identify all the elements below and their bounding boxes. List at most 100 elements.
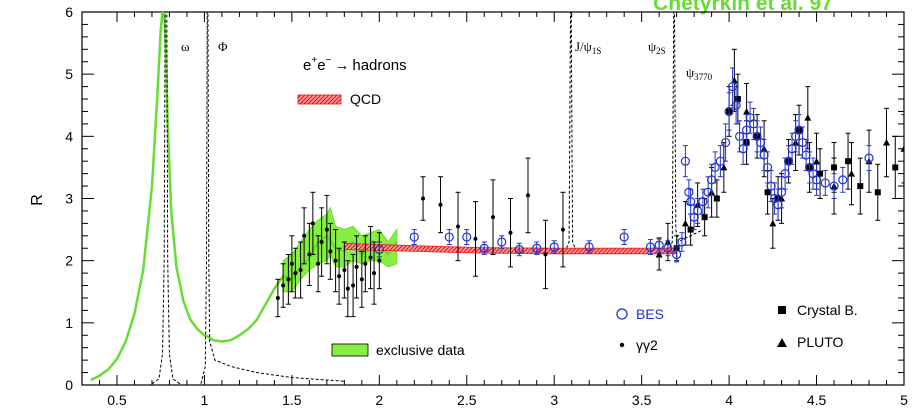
label-jpsi-sub: 1S (592, 46, 602, 56)
bes-point (584, 242, 594, 252)
bes-point (734, 131, 745, 141)
crystal-ball-point (857, 183, 864, 190)
pluto-point (883, 139, 891, 146)
bes-point (686, 197, 696, 207)
legend-pluto-label: PLUTO (797, 334, 844, 350)
bes-point (645, 242, 656, 252)
x-tick-label-5: 3 (550, 392, 558, 408)
label-psi2s: ψ2S (648, 39, 666, 56)
bes-point (801, 150, 811, 160)
label-psi3770-main: ψ (686, 65, 694, 80)
resonance-curve-3 (669, 12, 704, 249)
bes-point (783, 156, 794, 166)
resonance-curve-0 (151, 12, 181, 385)
y-tick-label-6: 6 (65, 4, 73, 20)
gg2-point (491, 215, 495, 220)
resonance-curve-2 (566, 12, 576, 249)
bes-point (773, 200, 783, 210)
gg2-point (293, 271, 298, 276)
gg2-point (289, 261, 294, 266)
gg2-point (525, 193, 530, 198)
bes-point (748, 119, 759, 129)
pluto-point (681, 219, 689, 227)
axes: 0.5 1 1.5 2 2.5 3 3.5 4 4.5 5 0 1 2 3 4 5 6 (65, 4, 908, 408)
y-tick-label-4: 4 (65, 128, 73, 144)
gg2-point (363, 261, 368, 266)
x-tick-label-8: 4.5 (807, 392, 827, 408)
bes-point (444, 232, 454, 242)
x-tick-label-7: 4 (725, 392, 733, 408)
x-tick-label-6: 3.5 (632, 392, 652, 408)
y-tick-label-3: 3 (65, 191, 73, 207)
pluto-point (769, 219, 777, 227)
bes-point (811, 175, 822, 185)
label-jpsi: J/ψ1S (575, 39, 601, 56)
bes-point (721, 137, 731, 148)
bes-point (703, 187, 713, 197)
bes-point (797, 137, 808, 148)
bes-point (654, 240, 664, 250)
label-jpsi-main: J/ψ (575, 39, 592, 54)
bes-point (479, 243, 489, 253)
gg2-point (359, 277, 364, 282)
bes-point (829, 181, 839, 191)
bes-point (759, 150, 769, 160)
gg2-point (302, 233, 307, 238)
bes-point (698, 197, 708, 207)
label-psi3770-sub: 3770 (694, 72, 713, 82)
bes-point (549, 242, 559, 252)
gg2-point (281, 283, 286, 288)
crystal-ball-point (764, 189, 771, 196)
legend-qcd-label: QCD (350, 91, 381, 107)
pluto-point (900, 145, 904, 152)
legend-gg2-marker (619, 342, 625, 348)
gg2-point (275, 295, 280, 300)
crystal-ball-point (734, 96, 741, 103)
gg2-point (342, 267, 347, 272)
crystal-ball-point (845, 158, 852, 165)
gg2-point (298, 267, 303, 272)
gg2-point (456, 224, 461, 229)
x-tick-label-3: 2 (375, 392, 383, 408)
bes-point (693, 206, 703, 216)
bes-point (409, 232, 419, 242)
label-phi: Φ (218, 39, 228, 54)
x-tick-label-2: 1.5 (282, 392, 302, 408)
bes-point (707, 175, 717, 185)
process-e2: e (317, 57, 325, 74)
gg2-point (351, 283, 356, 288)
process-label: e+e− → hadrons (303, 55, 407, 74)
process-rest: hadrons (352, 57, 406, 74)
bes-point (820, 178, 830, 188)
crystal-ball-point (687, 226, 694, 233)
gg2-point (560, 227, 565, 232)
gg2-point (286, 277, 291, 282)
crystal-ball-point (892, 164, 899, 171)
label-psi2s-sub: 2S (656, 46, 666, 56)
pluto-point (743, 107, 751, 115)
gg2-point (307, 252, 312, 257)
bes-point (776, 187, 787, 197)
exclusive-data-curve (90, 12, 398, 382)
x-tick-label-1: 1 (201, 392, 209, 408)
process-arrow: → (334, 57, 349, 74)
pluto-point (813, 157, 821, 165)
gg2-point (508, 230, 513, 235)
gg2-point (345, 286, 350, 291)
y-tick-label-0: 0 (65, 377, 73, 393)
y-axis-label: R (29, 194, 46, 206)
process-sup1: + (311, 55, 317, 66)
bes-point (724, 106, 734, 117)
legend-exclusive-label: exclusive data (376, 342, 465, 358)
process-sup2: − (326, 55, 332, 66)
bes-point (532, 243, 542, 253)
gg2-point (368, 255, 373, 260)
label-psi3770: ψ3770 (686, 65, 713, 82)
y-tick-label-5: 5 (65, 66, 73, 82)
bes-point (794, 125, 804, 135)
plot-area (90, 12, 904, 385)
bes-point (462, 232, 472, 242)
legend-pluto-marker (777, 338, 787, 347)
bes-point (680, 156, 690, 166)
bes-point (514, 244, 524, 255)
